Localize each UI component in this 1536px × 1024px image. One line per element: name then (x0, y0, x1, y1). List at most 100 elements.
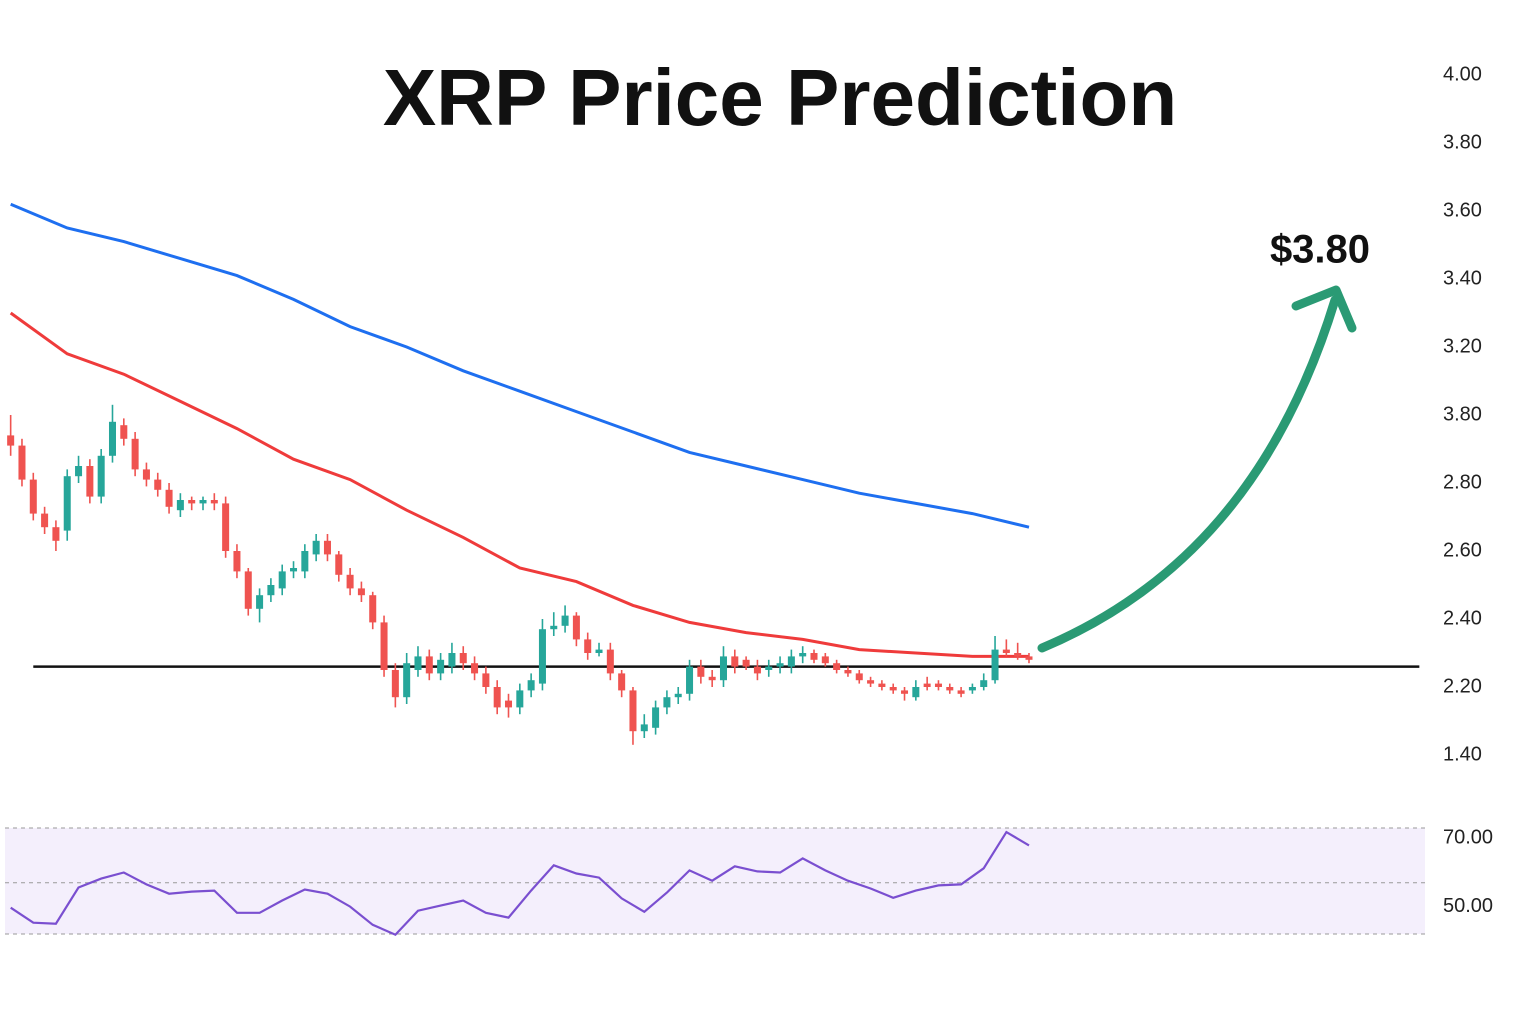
candle-body (301, 551, 309, 572)
candle-body (923, 683, 931, 687)
candle-body (471, 663, 479, 674)
candle-body (606, 649, 614, 674)
candle-body (482, 673, 490, 687)
candle-body (776, 663, 784, 667)
candle-body (414, 656, 422, 670)
candle-body (233, 551, 241, 572)
moving-average (10, 202, 1030, 529)
candle-body (267, 585, 275, 596)
candle-body (210, 500, 218, 504)
candle-body (357, 588, 365, 596)
candle-body (697, 666, 705, 677)
candle-body (855, 673, 863, 681)
candle-body (120, 425, 128, 439)
candle-body (75, 466, 83, 477)
candle-body (1014, 653, 1022, 657)
candle-body (403, 663, 411, 698)
candle-body (52, 527, 60, 541)
candle-body (29, 479, 37, 514)
candle-body (437, 659, 445, 674)
candle-body (889, 687, 897, 691)
candle-body (335, 554, 343, 575)
candle-body (1002, 649, 1010, 653)
candle-body (391, 670, 399, 698)
candle-body (787, 656, 795, 667)
candle-body (380, 622, 388, 670)
y-tick-label: 2.40 (1443, 607, 1482, 629)
candle-body (550, 625, 558, 630)
candle-body (731, 656, 739, 667)
candle-body (199, 500, 207, 504)
y-tick-label: 1.40 (1443, 743, 1482, 765)
candle-body (912, 687, 920, 698)
candle-body (278, 571, 286, 589)
candle-body (821, 656, 829, 664)
candle-body (561, 615, 569, 626)
y-tick-label: 50.00 (1443, 895, 1493, 917)
candle-body (719, 656, 727, 681)
y-tick-label: 3.20 (1443, 335, 1482, 357)
arrow-head (1291, 285, 1357, 333)
candle-body (663, 697, 671, 708)
y-tick-label: 70.00 (1443, 827, 1493, 849)
candle-body (538, 629, 546, 684)
price-target: $3.80 (1270, 228, 1370, 272)
y-tick-label: 3.40 (1443, 267, 1482, 289)
candle-body (833, 663, 841, 670)
candle-body (142, 469, 150, 480)
candle-body (7, 435, 15, 446)
candle-body (799, 653, 807, 657)
y-tick-label: 2.60 (1443, 539, 1482, 561)
candle-body (425, 656, 433, 674)
candle-body (369, 595, 377, 623)
candle-body (493, 687, 501, 708)
chart-title: XRP Price Prediction (383, 53, 1177, 142)
y-tick-label: 2.80 (1443, 471, 1482, 493)
candle-body (629, 690, 637, 732)
candle-body (165, 489, 173, 507)
candle-body (86, 466, 94, 497)
candle-body (878, 683, 886, 687)
candle-body (686, 666, 694, 694)
candle-body (346, 574, 354, 589)
candle-body (765, 666, 773, 670)
candle-body (97, 455, 105, 497)
candle-body (527, 680, 535, 691)
candle-body (753, 666, 761, 674)
candle-body (640, 724, 648, 732)
candle-body (154, 479, 162, 490)
candle-body (323, 540, 331, 555)
candle-body (584, 639, 592, 653)
candle-body (968, 687, 976, 691)
candle-body (1025, 656, 1033, 660)
candle-body (18, 445, 26, 480)
candle-body (41, 513, 49, 528)
moving-average (9, 311, 1029, 658)
candle-body (946, 687, 954, 691)
candle-body (652, 707, 660, 728)
candle-body (572, 615, 580, 640)
candle-body (448, 653, 456, 667)
candle-body (312, 540, 320, 555)
candle-body (991, 649, 999, 681)
y-tick-label: 3.80 (1443, 131, 1482, 153)
rsi-band (5, 828, 1425, 934)
candle-body (957, 690, 965, 694)
candle-body (222, 503, 230, 551)
candle-body (901, 690, 909, 694)
y-tick-label: 4.00 (1443, 63, 1482, 85)
candle-body (504, 700, 513, 708)
candle-body (108, 421, 116, 456)
candle-body (516, 690, 524, 708)
candle-body (244, 571, 252, 609)
candle-body (810, 653, 818, 660)
candle-body (188, 500, 196, 504)
candle-body (674, 693, 682, 698)
candle-body (618, 673, 626, 691)
candle-body (63, 476, 71, 531)
candle-body (708, 676, 716, 681)
y-tick-label: 2.20 (1443, 675, 1482, 697)
y-tick-label: 3.60 (1443, 199, 1482, 221)
